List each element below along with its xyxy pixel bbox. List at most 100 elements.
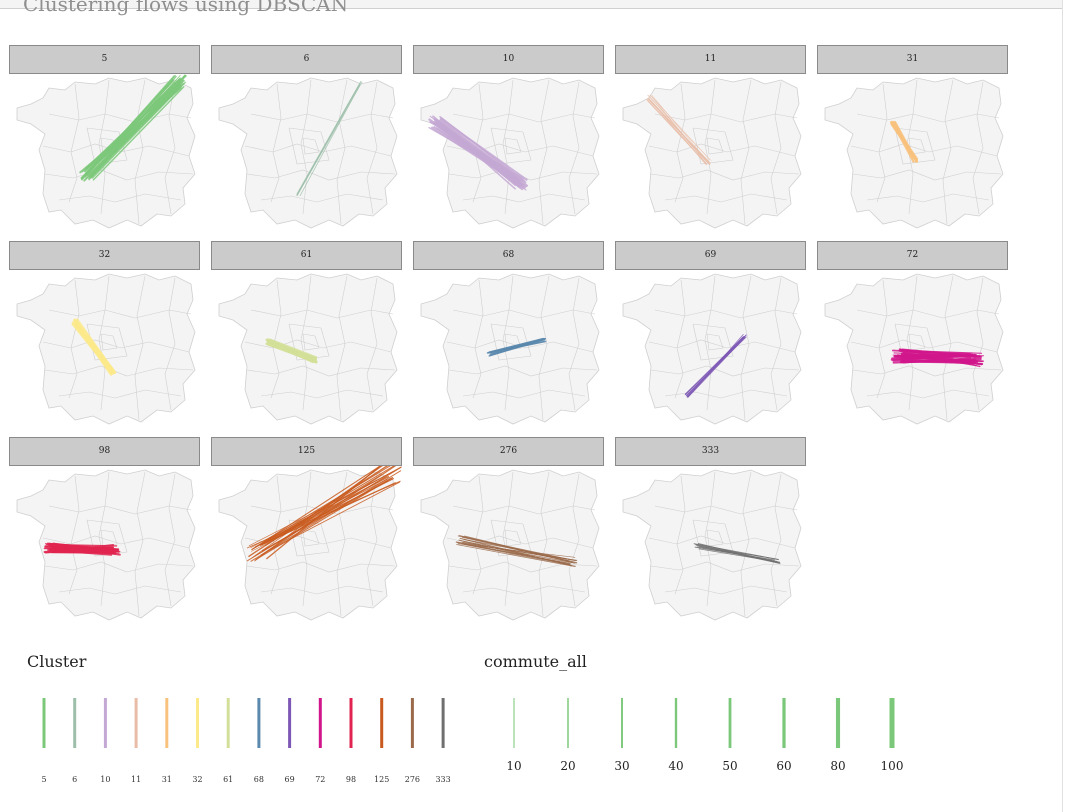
flow-line (684, 336, 746, 396)
flow-line (687, 334, 744, 398)
region-outline (622, 273, 802, 425)
flow-line (81, 75, 176, 181)
legend-label-commute: 60 (776, 759, 791, 773)
region-boundary (246, 169, 396, 181)
region-boundary (704, 275, 716, 411)
facet-map (622, 469, 802, 621)
region-boundary (704, 79, 716, 215)
region-boundary (706, 137, 724, 155)
region-boundary (502, 275, 514, 411)
region-boundary (972, 277, 984, 411)
region-boundary (260, 389, 384, 399)
region-boundary (664, 585, 788, 595)
facet-panel-125: 125 (211, 437, 402, 622)
facet-strip-label: 125 (211, 437, 402, 466)
region-boundary (908, 333, 926, 351)
region-boundary (44, 561, 194, 573)
region-boundary (48, 113, 192, 123)
flow-line (647, 100, 708, 165)
flow-line (459, 537, 573, 567)
facet-strip-label: 72 (817, 241, 1008, 270)
flow-line (260, 466, 397, 556)
flow-line (896, 354, 983, 366)
facet-map (420, 469, 600, 621)
legend-label-commute: 30 (614, 759, 629, 773)
region-boundary (260, 585, 384, 595)
facet-map (16, 469, 196, 621)
region-boundary (68, 475, 80, 595)
facet-panel-276: 276 (413, 437, 604, 622)
facet-panel-6: 6 (211, 45, 402, 230)
facet-map (420, 273, 600, 425)
region-boundary (850, 143, 998, 157)
flow-line (251, 466, 382, 550)
region-outline (824, 273, 1004, 425)
legend-label-cluster: 68 (254, 775, 264, 784)
flow-line (898, 348, 981, 368)
facet-map (218, 77, 398, 229)
region-boundary (452, 505, 596, 515)
facet-panel-10: 10 (413, 45, 604, 230)
flow-line (489, 339, 546, 354)
flow-line (436, 124, 527, 184)
region-boundary (336, 79, 348, 225)
region-boundary (300, 471, 312, 607)
facet-strip-label: 61 (211, 241, 402, 270)
flow-line (649, 94, 711, 161)
region-boundary (366, 473, 378, 607)
region-outline (218, 469, 398, 621)
legend-title-cluster: Cluster (27, 652, 87, 671)
region-boundary (538, 275, 550, 421)
region-boundary (740, 79, 752, 225)
legend-label-commute: 80 (830, 759, 845, 773)
facet-panel-69: 69 (615, 241, 806, 426)
region-boundary (98, 79, 110, 215)
facet-panel-32: 32 (9, 241, 200, 426)
legend-label-commute: 10 (506, 759, 521, 773)
flow-line (266, 342, 315, 361)
region-outline (16, 273, 196, 425)
region-boundary (300, 79, 312, 215)
region-boundary (740, 471, 752, 617)
region-boundary (490, 127, 532, 165)
region-boundary (650, 561, 800, 573)
region-boundary (446, 339, 594, 353)
legend-label-cluster: 276 (405, 775, 420, 784)
region-boundary (58, 389, 182, 399)
flow-line (299, 84, 361, 197)
facet-strip-label: 98 (9, 437, 200, 466)
region-boundary (876, 83, 888, 203)
legend-label-cluster: 11 (131, 775, 141, 784)
region-boundary (462, 389, 586, 399)
region-boundary (490, 323, 532, 361)
flow-line (488, 338, 545, 357)
region-boundary (288, 127, 330, 165)
region-boundary (770, 81, 782, 215)
region-boundary (704, 471, 716, 607)
facet-map (420, 77, 600, 229)
flow-line (459, 540, 571, 562)
facet-map (218, 466, 402, 621)
facet-strip-label: 68 (413, 241, 604, 270)
flow-line (44, 545, 114, 548)
legend-label-cluster: 32 (192, 775, 202, 784)
region-boundary (44, 169, 194, 181)
legend-label-commute: 100 (881, 759, 904, 773)
region-boundary (86, 519, 128, 557)
region-boundary (452, 309, 596, 319)
region-boundary (300, 275, 312, 411)
region-boundary (648, 143, 796, 157)
region-boundary (134, 79, 146, 225)
region-boundary (68, 279, 80, 399)
region-boundary (42, 535, 190, 549)
region-boundary (366, 277, 378, 411)
region-boundary (250, 309, 394, 319)
facet-map (16, 273, 196, 425)
region-boundary (852, 365, 1002, 377)
region-boundary (68, 83, 80, 203)
facet-strip-label: 6 (211, 45, 402, 74)
region-outline (420, 77, 600, 229)
flow-line (92, 86, 185, 181)
top-border (0, 0, 1075, 9)
legend-label-cluster: 98 (346, 775, 356, 784)
